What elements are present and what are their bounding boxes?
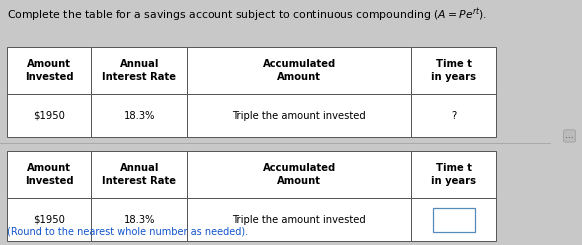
Bar xyxy=(7,198,91,241)
Bar xyxy=(411,94,496,137)
Text: 18.3%: 18.3% xyxy=(123,111,155,121)
Text: Accumulated
Amount: Accumulated Amount xyxy=(263,163,336,186)
Bar xyxy=(411,198,496,241)
Text: (Round to the nearest whole number as needed).: (Round to the nearest whole number as ne… xyxy=(7,226,248,236)
Text: Accumulated
Amount: Accumulated Amount xyxy=(263,59,336,82)
Bar xyxy=(91,94,187,137)
Text: ...: ... xyxy=(565,132,574,140)
Text: Amount
Invested: Amount Invested xyxy=(25,163,73,186)
Text: Time t
in years: Time t in years xyxy=(431,163,476,186)
Text: Complete the table for a savings account subject to continuous compounding $(A=P: Complete the table for a savings account… xyxy=(7,6,487,24)
Bar xyxy=(187,198,411,241)
Bar xyxy=(187,151,411,198)
Text: Amount
Invested: Amount Invested xyxy=(25,59,73,82)
Bar xyxy=(432,208,475,232)
Text: $1950: $1950 xyxy=(33,111,65,121)
Bar xyxy=(91,151,187,198)
Text: Time t
in years: Time t in years xyxy=(431,59,476,82)
Bar xyxy=(7,94,91,137)
Text: $1950: $1950 xyxy=(33,215,65,225)
Bar xyxy=(187,94,411,137)
Text: Triple the amount invested: Triple the amount invested xyxy=(233,111,366,121)
Bar xyxy=(411,151,496,198)
Text: ?: ? xyxy=(451,111,456,121)
Bar xyxy=(411,47,496,94)
Text: Annual
Interest Rate: Annual Interest Rate xyxy=(102,59,176,82)
Bar xyxy=(91,47,187,94)
Text: Annual
Interest Rate: Annual Interest Rate xyxy=(102,163,176,186)
Bar xyxy=(187,47,411,94)
Bar xyxy=(91,198,187,241)
Text: Triple the amount invested: Triple the amount invested xyxy=(233,215,366,225)
Bar xyxy=(7,151,91,198)
Text: 18.3%: 18.3% xyxy=(123,215,155,225)
Bar xyxy=(7,47,91,94)
